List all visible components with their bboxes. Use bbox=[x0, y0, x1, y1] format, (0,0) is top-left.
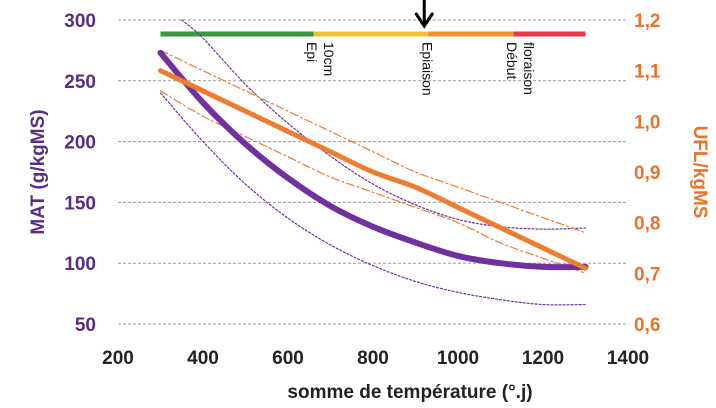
x-tick-label: 1000 bbox=[437, 348, 479, 369]
axis-titles: somme de température (°.j) MAT (g/kgMS) … bbox=[28, 109, 710, 403]
left-axis-title: MAT (g/kgMS) bbox=[28, 109, 49, 234]
arrow-head bbox=[414, 12, 434, 29]
arrow-marker bbox=[414, 0, 434, 29]
stage-label-line: Epiaison bbox=[419, 42, 435, 96]
stage-label-1: Epi 10cm bbox=[304, 42, 337, 76]
right-tick-label: 0,6 bbox=[634, 315, 660, 336]
left-tick-label: 250 bbox=[64, 72, 96, 93]
left-tick-label: 300 bbox=[64, 11, 96, 32]
x-tick-label: 1400 bbox=[607, 348, 649, 369]
stage-label-3: Début floraison bbox=[504, 42, 537, 95]
stage-label-line: Epi bbox=[304, 42, 320, 62]
x-tick-label: 400 bbox=[187, 348, 219, 369]
mat-dotted-upper-line bbox=[181, 19, 587, 230]
stage-labels: Epi 10cm Epiaison Début floraison bbox=[304, 42, 537, 96]
ufl-dashdot-upper-line bbox=[159, 49, 587, 234]
right-tick-label: 1,0 bbox=[634, 112, 660, 133]
x-tick-label: 1200 bbox=[522, 348, 564, 369]
ufl-dashdot-lower-line bbox=[159, 90, 587, 274]
mat-solid-line bbox=[157, 49, 589, 271]
series-layer bbox=[157, 19, 589, 306]
ufl-solid-line bbox=[158, 68, 588, 271]
right-tick-label: 0,7 bbox=[634, 264, 660, 285]
stage-label-line: floraison bbox=[521, 42, 537, 95]
right-tick-label: 0,8 bbox=[634, 214, 660, 235]
x-axis-title: somme de température (°.j) bbox=[287, 382, 532, 403]
x-tick-label: 800 bbox=[357, 348, 389, 369]
stage-label-line: Début bbox=[504, 42, 520, 79]
left-tick-label: 150 bbox=[64, 193, 96, 214]
left-tick-label: 200 bbox=[64, 133, 96, 154]
tick-labels: 50 100 150 200 250 300 0,6 0,7 0,8 0,9 1,0 1,1 1,2 20… bbox=[64, 11, 661, 369]
stage-label-2: Epiaison bbox=[419, 42, 435, 96]
x-tick-label: 600 bbox=[272, 348, 304, 369]
left-tick-label: 50 bbox=[75, 315, 96, 336]
x-tick-label: 200 bbox=[102, 348, 134, 369]
mat-dotted-lower-line bbox=[159, 92, 587, 306]
right-axis-title: UFL/kgMS bbox=[689, 126, 710, 219]
right-tick-label: 1,2 bbox=[634, 11, 660, 32]
right-tick-label: 0,9 bbox=[634, 163, 660, 184]
left-tick-label: 100 bbox=[64, 254, 96, 275]
right-tick-label: 1,1 bbox=[634, 62, 661, 83]
stage-label-line: 10cm bbox=[321, 42, 337, 76]
